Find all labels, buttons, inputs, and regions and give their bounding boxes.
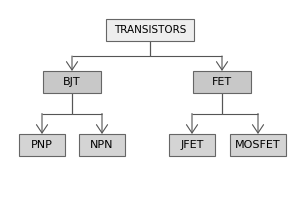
Text: JFET: JFET — [180, 140, 204, 150]
Text: PNP: PNP — [31, 140, 53, 150]
Bar — [106, 19, 194, 41]
Text: MOSFET: MOSFET — [235, 140, 281, 150]
Text: TRANSISTORS: TRANSISTORS — [114, 25, 186, 35]
Bar — [19, 134, 65, 156]
Bar — [193, 71, 251, 93]
Bar — [79, 134, 125, 156]
Text: NPN: NPN — [90, 140, 114, 150]
Bar — [43, 71, 101, 93]
Text: BJT: BJT — [63, 77, 81, 87]
Bar — [169, 134, 215, 156]
Bar — [230, 134, 286, 156]
Text: FET: FET — [212, 77, 232, 87]
